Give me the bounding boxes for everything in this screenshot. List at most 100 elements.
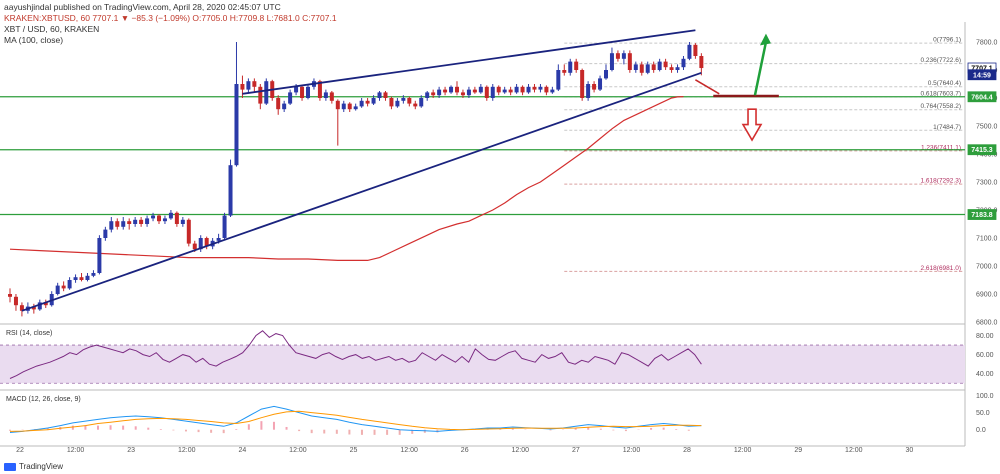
candle-body [186, 219, 191, 244]
price-pill-label: 7604.4 [971, 94, 993, 101]
macd-signal-line [9, 410, 702, 432]
candle-body [133, 219, 138, 224]
candle-body [341, 103, 346, 110]
candle-body [693, 44, 698, 56]
rsi-tick-label: 80.00 [976, 333, 994, 340]
time-tick-label: 12:00 [734, 447, 752, 454]
candle-body [508, 89, 513, 93]
macd-title: MACD (12, 26, close, 9) [6, 396, 81, 403]
candle-body [127, 221, 132, 224]
candle-body [627, 53, 632, 70]
ma-legend: MA (100, close) [4, 35, 64, 45]
price-pill [967, 91, 997, 103]
candle-body [103, 229, 108, 238]
time-tick-label: 30 [906, 447, 914, 454]
candle-body [180, 219, 185, 224]
footer: TradingView [4, 462, 63, 471]
candle-body [258, 86, 263, 104]
candle-body [246, 81, 251, 90]
price-pill [967, 209, 997, 220]
candle-body [389, 98, 394, 107]
macd-line [9, 405, 702, 433]
rsi-tick-label: 40.00 [976, 371, 994, 378]
candle-body [538, 86, 543, 90]
candle-body [466, 89, 471, 96]
candle-body [91, 273, 96, 276]
fib-level-label: 0.764(7558.2) [921, 103, 961, 110]
rsi-band [0, 345, 965, 384]
time-tick-label: 23 [127, 447, 135, 454]
ma-100-line [9, 96, 684, 261]
candle-body [335, 100, 340, 110]
candle-body [79, 277, 84, 280]
macd-tick-label: 0.0 [976, 427, 986, 434]
fib-level-label: 0.618(7603.7) [921, 90, 961, 97]
rsi-tick-label: 60.00 [976, 352, 994, 359]
candle-body [157, 215, 161, 222]
candle-body [73, 277, 78, 280]
time-tick-label: 27 [572, 447, 580, 454]
candle-body [377, 92, 382, 98]
candle-body [562, 70, 567, 73]
candle-body [383, 92, 388, 98]
candle-body [347, 103, 352, 110]
candle-body [609, 53, 614, 70]
candle-body [615, 53, 620, 59]
price-tick-label: 6900.0 [976, 292, 998, 299]
candle-body [556, 70, 561, 90]
candle-body [139, 219, 144, 224]
candle-body [395, 100, 400, 107]
candle-body [240, 84, 245, 90]
candle-body [228, 165, 233, 216]
up-arrow-icon [753, 41, 768, 96]
upper-trendline [242, 29, 696, 95]
price-pill [967, 69, 997, 81]
candle-body [526, 86, 531, 93]
candle-body [633, 64, 638, 70]
rsi-title: RSI (14, close) [6, 330, 52, 337]
time-tick-label: 26 [461, 447, 469, 454]
candle-body [162, 218, 167, 222]
time-tick-label: 28 [683, 447, 691, 454]
candle-body [401, 98, 406, 101]
tradingview-logo-icon [4, 462, 16, 471]
time-tick-label: 12:00 [845, 447, 863, 454]
candle-body [252, 81, 257, 87]
candle-body [234, 84, 239, 166]
candle-body [85, 275, 90, 280]
candle-body [306, 86, 310, 98]
candle-body [681, 58, 686, 68]
candle-body [151, 215, 156, 219]
candle-body [520, 86, 525, 93]
candle-body [13, 296, 18, 306]
candle-body [544, 86, 549, 93]
candle-body [669, 67, 674, 70]
price-pill-label: 7183.8 [971, 212, 993, 219]
footer-brand: TradingView [19, 462, 64, 471]
candle-body [365, 100, 370, 104]
candle-body [204, 238, 209, 247]
candle-body [496, 86, 501, 93]
time-tick-label: 12:00 [623, 447, 641, 454]
candle-body [449, 86, 454, 93]
candle-body [437, 89, 442, 96]
candle-body [568, 61, 573, 73]
time-tick-label: 12:00 [400, 447, 418, 454]
candle-body [121, 221, 126, 227]
candle-body [264, 81, 269, 104]
candle-body [413, 103, 418, 107]
price-tick-label: 7500.0 [976, 124, 998, 131]
time-tick-label: 12:00 [289, 447, 307, 454]
ohlc-line: KRAKEN:XBTUSD, 60 7707.1 ▼ −85.3 (−1.09%… [4, 13, 337, 23]
chart-header: aayushjindal published on TradingView.co… [4, 2, 337, 46]
candle-body [490, 86, 495, 98]
candle-body [222, 215, 227, 238]
up-arrowhead-icon [759, 33, 771, 46]
candle-body [276, 98, 281, 110]
candle-body [371, 98, 376, 104]
time-tick-label: 25 [350, 447, 358, 454]
price-tick-label: 7300.0 [976, 180, 998, 187]
time-tick-label: 24 [238, 447, 246, 454]
candle-body [484, 86, 489, 98]
